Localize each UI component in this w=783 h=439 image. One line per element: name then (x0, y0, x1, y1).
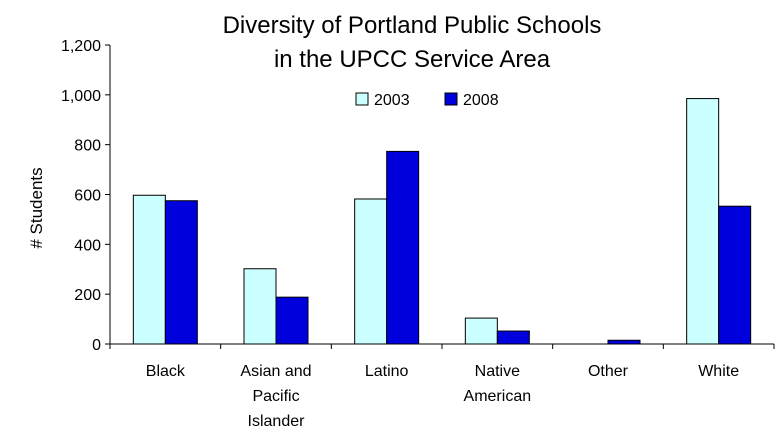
legend-label-2008: 2008 (463, 92, 499, 109)
x-category-label: Other (588, 363, 629, 380)
legend-swatch-2008 (444, 92, 458, 106)
chart-title-line-2: in the UPCC Service Area (274, 46, 551, 73)
x-category-label: Native (475, 363, 520, 380)
bar-2008 (718, 205, 752, 345)
x-axis: Black Asian and Pacific Islander Latino Nativ… (109, 343, 775, 430)
y-tick-label: 1,000 (61, 88, 101, 105)
chart-title-line-1: Diversity of Portland Public Schools (223, 12, 602, 39)
bar-2008 (275, 296, 309, 345)
y-tick-label: 1,200 (61, 38, 101, 55)
y-tick-label: 400 (74, 237, 101, 254)
bars (132, 98, 752, 345)
y-axis: 0 200 400 600 800 1,000 1,200 (61, 38, 111, 354)
y-tick-label: 200 (74, 287, 101, 304)
bar-2008 (607, 339, 641, 345)
x-category-label: Latino (365, 363, 409, 380)
bar-2008 (386, 150, 420, 345)
bar-2008 (164, 200, 198, 345)
x-category-label: White (698, 363, 739, 380)
x-category-label: Asian and (240, 363, 311, 380)
bar-2003 (354, 198, 388, 345)
x-category-label: Pacific (252, 388, 299, 405)
bar-2003 (464, 317, 498, 345)
bar-2003 (243, 268, 277, 345)
x-category-label: Black (146, 363, 186, 380)
x-category-label: Islander (248, 413, 306, 430)
bar-2008 (496, 330, 530, 345)
legend-swatch-2003 (355, 92, 369, 106)
y-tick-label: 600 (74, 188, 101, 205)
legend: 2003 2008 (355, 92, 499, 109)
y-tick-label: 0 (92, 337, 101, 354)
bar-2003 (686, 98, 720, 345)
bar-2003 (132, 194, 166, 345)
y-axis-label: # Students (27, 167, 46, 248)
legend-label-2003: 2003 (374, 92, 410, 109)
x-category-label: American (464, 388, 532, 405)
y-tick-label: 800 (74, 138, 101, 155)
